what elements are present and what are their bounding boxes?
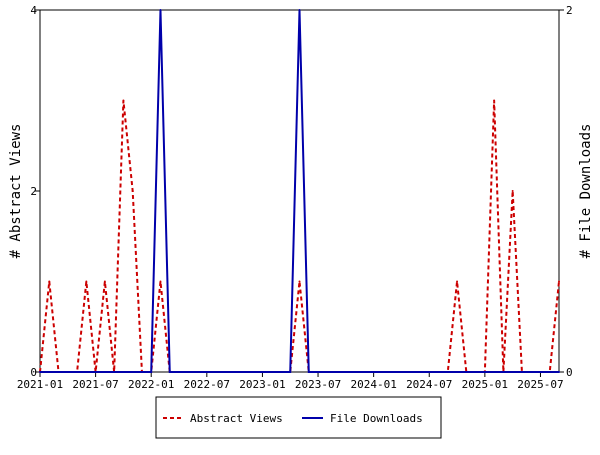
x-tick-label: 2025-01 — [462, 378, 508, 391]
data-point-file-downloads — [437, 371, 440, 373]
data-point-abstract-views — [511, 190, 514, 192]
data-point-file-downloads — [354, 371, 357, 373]
plot-frame — [39, 9, 560, 373]
y-left-axis-title: # Abstract Views — [8, 124, 24, 259]
data-point-file-downloads — [326, 371, 329, 373]
data-point-file-downloads — [446, 371, 449, 373]
x-tick-label: 2022-01 — [128, 378, 174, 391]
data-point-abstract-views — [48, 280, 51, 283]
data-point-file-downloads — [168, 371, 171, 373]
data-point-file-downloads — [39, 371, 41, 373]
y-right-axis-title: # File Downloads — [578, 124, 594, 259]
data-point-file-downloads — [205, 371, 208, 373]
data-point-file-downloads — [94, 371, 97, 373]
data-point-file-downloads — [224, 371, 227, 373]
data-point-file-downloads — [196, 371, 199, 373]
data-point-file-downloads — [187, 371, 190, 373]
data-point-file-downloads — [289, 371, 292, 373]
data-point-file-downloads — [372, 371, 375, 373]
data-point-file-downloads — [178, 371, 181, 373]
data-point-file-downloads — [317, 371, 320, 373]
data-point-file-downloads — [57, 371, 60, 373]
x-axis-ticks: 2021-01 2021-07 2022-01 2022-07 2023-01 2023-… — [17, 372, 564, 391]
data-point-file-downloads — [76, 371, 79, 373]
data-point-file-downloads — [279, 371, 282, 373]
data-point-file-downloads — [215, 371, 218, 373]
data-point-file-downloads — [493, 371, 496, 373]
y-axis-ticks: 0 2 4 0 2 — [30, 4, 572, 379]
x-tick-label: 2025-07 — [517, 378, 563, 391]
x-tick-label: 2021-01 — [17, 378, 63, 391]
data-point-abstract-views — [85, 280, 88, 283]
x-tick-label: 2023-01 — [239, 378, 285, 391]
data-point-file-downloads — [520, 371, 523, 373]
data-point-file-downloads — [363, 371, 366, 373]
data-point-file-downloads — [530, 371, 533, 373]
data-point-file-downloads — [474, 371, 477, 373]
data-point-file-downloads — [140, 371, 143, 373]
data-point-abstract-views — [159, 280, 162, 283]
data-point-file-downloads — [465, 371, 468, 373]
data-point-file-downloads — [502, 371, 505, 373]
data-point-file-downloads — [66, 371, 69, 373]
legend-box — [155, 396, 442, 439]
x-tick-label: 2022-07 — [184, 378, 230, 391]
x-tick-label: 2023-07 — [295, 378, 341, 391]
data-point-abstract-views — [131, 190, 134, 192]
data-point-abstract-views — [298, 280, 301, 283]
x-tick-label: 2024-01 — [350, 378, 396, 391]
y-left-tick-label: 4 — [30, 4, 37, 17]
data-point-file-downloads — [391, 371, 394, 373]
data-point-abstract-views — [493, 99, 496, 102]
data-point-file-downloads — [113, 371, 116, 373]
data-point-file-downloads — [335, 371, 338, 373]
data-point-abstract-views — [558, 280, 560, 283]
y-left-tick-label: 0 — [30, 366, 37, 379]
data-point-file-downloads — [85, 371, 88, 373]
data-point-file-downloads — [344, 371, 347, 373]
data-point-abstract-views — [103, 280, 106, 283]
data-point-file-downloads — [122, 371, 125, 373]
y-left-tick-label: 2 — [30, 185, 37, 198]
data-point-file-downloads — [261, 371, 264, 373]
legend-label-abstract-views: Abstract Views — [190, 412, 283, 425]
data-point-file-downloads — [242, 371, 245, 373]
series-line-file-downloads — [40, 9, 559, 373]
y-right-tick-label: 0 — [566, 366, 573, 379]
data-point-file-downloads — [400, 371, 403, 373]
x-tick-label: 2021-07 — [72, 378, 118, 391]
data-point-file-downloads — [539, 371, 542, 373]
x-tick-label: 2024-07 — [406, 378, 452, 391]
data-point-file-downloads — [409, 371, 412, 373]
data-point-file-downloads — [456, 371, 459, 373]
data-point-file-downloads — [483, 371, 486, 373]
data-point-abstract-views — [456, 280, 459, 283]
data-point-file-downloads — [159, 9, 162, 11]
y-right-tick-label: 2 — [566, 4, 573, 17]
data-point-file-downloads — [558, 371, 560, 373]
series-line-abstract-views — [39, 100, 560, 373]
data-point-file-downloads — [307, 371, 310, 373]
data-point-file-downloads — [548, 371, 551, 373]
data-point-file-downloads — [131, 371, 134, 373]
legend-label-file-downloads: File Downloads — [330, 412, 423, 425]
series-layer — [39, 9, 560, 373]
data-point-file-downloads — [428, 371, 431, 373]
data-point-file-downloads — [270, 371, 273, 373]
data-point-file-downloads — [381, 371, 384, 373]
data-point-abstract-views — [122, 99, 125, 102]
legend: Abstract Views File Downloads — [155, 396, 442, 439]
data-point-file-downloads — [48, 371, 51, 373]
data-point-file-downloads — [150, 371, 153, 373]
data-point-file-downloads — [418, 371, 421, 373]
data-point-file-downloads — [511, 371, 514, 373]
data-point-file-downloads — [298, 9, 301, 11]
data-point-file-downloads — [103, 371, 106, 373]
data-point-file-downloads — [233, 371, 236, 373]
data-point-file-downloads — [252, 371, 255, 373]
